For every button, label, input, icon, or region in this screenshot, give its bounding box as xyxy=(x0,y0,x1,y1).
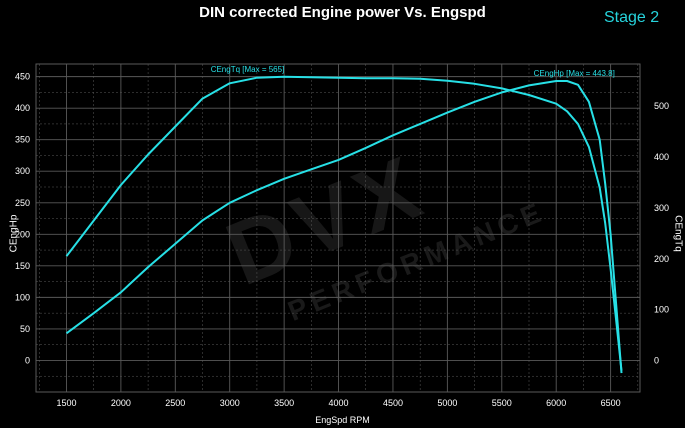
x-tick-label: 2000 xyxy=(111,398,131,408)
x-tick-label: 3500 xyxy=(274,398,294,408)
y-left-tick-label: 200 xyxy=(15,229,30,239)
x-tick-label: 6000 xyxy=(546,398,566,408)
chart-title: DIN corrected Engine power Vs. Engspd xyxy=(199,4,486,21)
x-tick-label: 3000 xyxy=(220,398,240,408)
x-tick-label: 6500 xyxy=(601,398,621,408)
y-left-tick-label: 150 xyxy=(15,261,30,271)
torque-max-annotation: CEngTq [Max = 565] xyxy=(210,64,285,74)
x-tick-label: 5500 xyxy=(492,398,512,408)
x-tick-label: 4000 xyxy=(329,398,349,408)
y-left-tick-label: 50 xyxy=(20,324,30,334)
x-tick-label: 1500 xyxy=(56,398,76,408)
y-left-tick-label: 250 xyxy=(15,198,30,208)
power-curve xyxy=(65,80,623,374)
y-right-tick-label: 100 xyxy=(654,305,669,315)
y-right-tick-label: 200 xyxy=(654,254,669,264)
y-left-tick-label: 350 xyxy=(15,135,30,145)
stage-badge: Stage 2 xyxy=(604,9,660,26)
torque-curve xyxy=(65,75,623,371)
x-axis-label: EngSpd RPM xyxy=(315,415,370,425)
y-left-tick-label: 300 xyxy=(15,166,30,176)
y-right-tick-label: 400 xyxy=(654,152,669,162)
y-left-tick-label: 450 xyxy=(15,72,30,82)
y-right-tick-label: 500 xyxy=(654,101,669,111)
y-left-tick-label: 100 xyxy=(15,292,30,302)
x-tick-label: 5000 xyxy=(437,398,457,408)
plot-frame xyxy=(35,63,641,393)
y-axis-left-label: CEngHp xyxy=(8,214,20,253)
y-right-tick-label: 0 xyxy=(654,355,659,365)
x-tick-label: 2500 xyxy=(165,398,185,408)
power-max-annotation: CEngHp [Max = 443.8] xyxy=(533,69,615,79)
y-left-tick-label: 400 xyxy=(15,103,30,113)
y-axis-right-label: CEngTq xyxy=(672,215,684,252)
x-tick-label: 4500 xyxy=(383,398,403,408)
y-right-tick-label: 300 xyxy=(654,203,669,213)
y-left-tick-label: 0 xyxy=(25,355,30,365)
